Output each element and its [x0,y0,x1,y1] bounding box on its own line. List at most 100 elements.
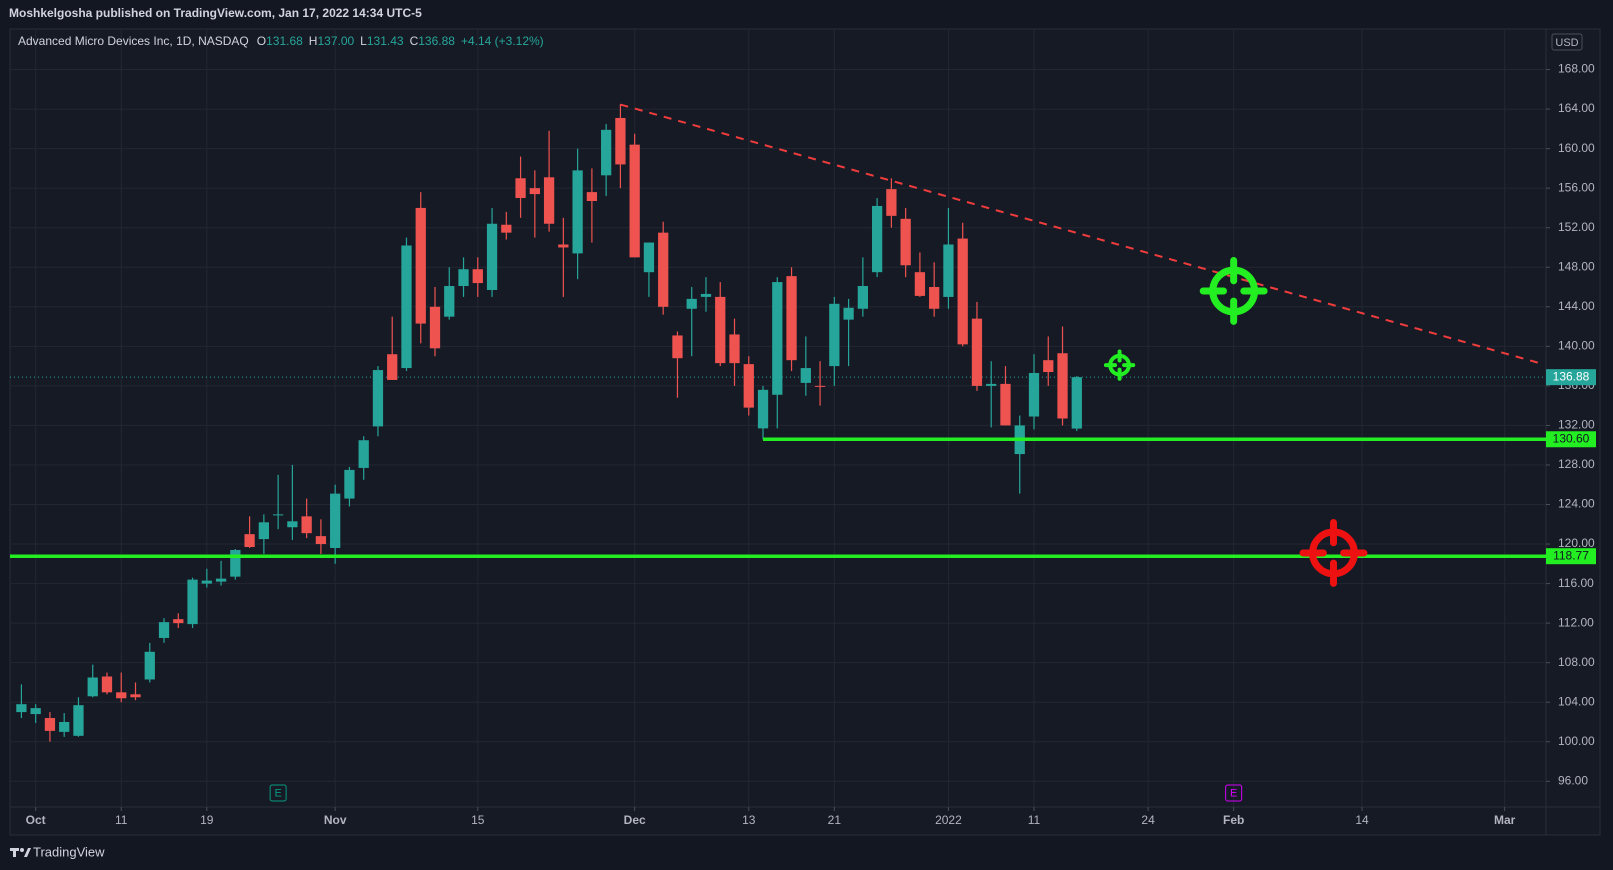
candle-body [130,694,141,698]
target-icon [1199,257,1268,325]
x-tick-label: 11 [1028,813,1041,827]
candle-body [558,244,569,248]
candle-body [1000,383,1011,426]
x-tick-label: 24 [1141,813,1155,827]
candle-body [914,272,926,296]
candle-body [829,303,840,367]
y-tick-label: 140.00 [1558,339,1595,353]
candle-body [672,335,683,359]
candle-body [415,207,426,324]
y-tick-label: 96.00 [1558,773,1588,787]
candle-body [529,188,540,195]
x-tick-label: Oct [26,813,46,827]
candle-body [401,245,412,369]
candle-body [387,354,398,380]
candle-body [187,579,198,625]
y-tick-label: 104.00 [1558,694,1595,708]
candle-body [543,177,555,224]
candle-body [1043,360,1054,373]
y-tick-label: 124.00 [1558,497,1595,511]
x-tick-label: Dec [624,813,646,827]
last-price-label: 136.88 [1553,369,1590,383]
candle-body [700,293,712,297]
candle-body [586,192,598,202]
pane [9,28,1601,836]
candle-body [486,223,498,290]
y-tick-label: 132.00 [1558,418,1595,432]
x-tick-label: 11 [115,813,128,827]
brand-logo [10,848,31,857]
candle-body [158,622,170,638]
event-box [1225,784,1243,802]
candle-body [615,117,626,165]
candle-body [287,521,298,528]
candle-body [73,705,84,736]
candle-body [116,692,127,699]
candle-body [358,440,369,468]
currency: USD [1555,37,1578,49]
event-label: E [1230,787,1237,799]
candle-body [244,534,255,548]
candle-body [715,296,726,364]
x-tick-label: 19 [200,813,214,827]
y-tick-label: 116.00 [1558,576,1594,590]
candle-body [344,469,355,499]
y-tick-label: 108.00 [1558,655,1595,669]
candle-body [729,334,740,364]
candle-body [230,549,241,577]
x-tick-label: 14 [1355,813,1369,827]
candle-body [30,708,41,715]
legend: Advanced Micro Devices Inc, 1D, NASDAQ O 1… [18,34,544,48]
candle-body [900,218,911,266]
candle-body [643,242,655,273]
event-box [269,784,287,802]
candle-body [601,129,612,176]
candle-body [215,578,227,582]
target-icon [1103,349,1136,381]
legend-key: L [360,34,367,48]
candle-body [330,493,341,548]
candle-body [515,178,526,199]
candle-body [472,269,483,284]
currency-box [1551,33,1583,51]
legend-symbol: Advanced Micro Devices Inc, 1D, NASDAQ [18,34,249,48]
legend-key: O [257,34,266,48]
y-tick-label: 156.00 [1558,180,1595,194]
candle-body [943,244,954,297]
candle-body [1057,353,1068,419]
x-tick-label: 21 [828,813,842,827]
x-tick-label: 13 [742,813,756,827]
x-tick-label: 2022 [935,813,962,827]
candle-body [929,287,940,309]
level-label-box [1546,548,1596,565]
candle-body [658,232,669,307]
candle-body [629,144,640,258]
x-tick-label: Nov [324,813,347,827]
candle-body [1071,377,1082,429]
y-tick-label: 128.00 [1558,457,1595,471]
candle-body [501,224,512,233]
candle-body [743,364,754,408]
candle-body [429,306,441,349]
y-tick-label: 112.00 [1558,615,1594,629]
candle-body [814,385,826,387]
candle-body [44,718,56,731]
candle-body [772,282,783,395]
candle-body [272,514,284,516]
last-price-box [1546,369,1596,386]
target-icon [1299,518,1368,587]
candle-body [101,676,113,693]
level-label: 118.77 [1553,548,1589,562]
candle-body [843,307,854,320]
level-label: 130.60 [1553,431,1590,445]
legend-value: 131.43 [367,34,404,48]
candle-body [458,269,469,287]
candle-body [957,238,968,345]
publisher: Moshkelgosha published on TradingView.co… [9,6,422,20]
candle-body [986,383,997,386]
candle-body [87,677,98,697]
y-tick-label: 152.00 [1558,220,1595,234]
candle-body [800,368,811,383]
candle-body [144,651,155,680]
